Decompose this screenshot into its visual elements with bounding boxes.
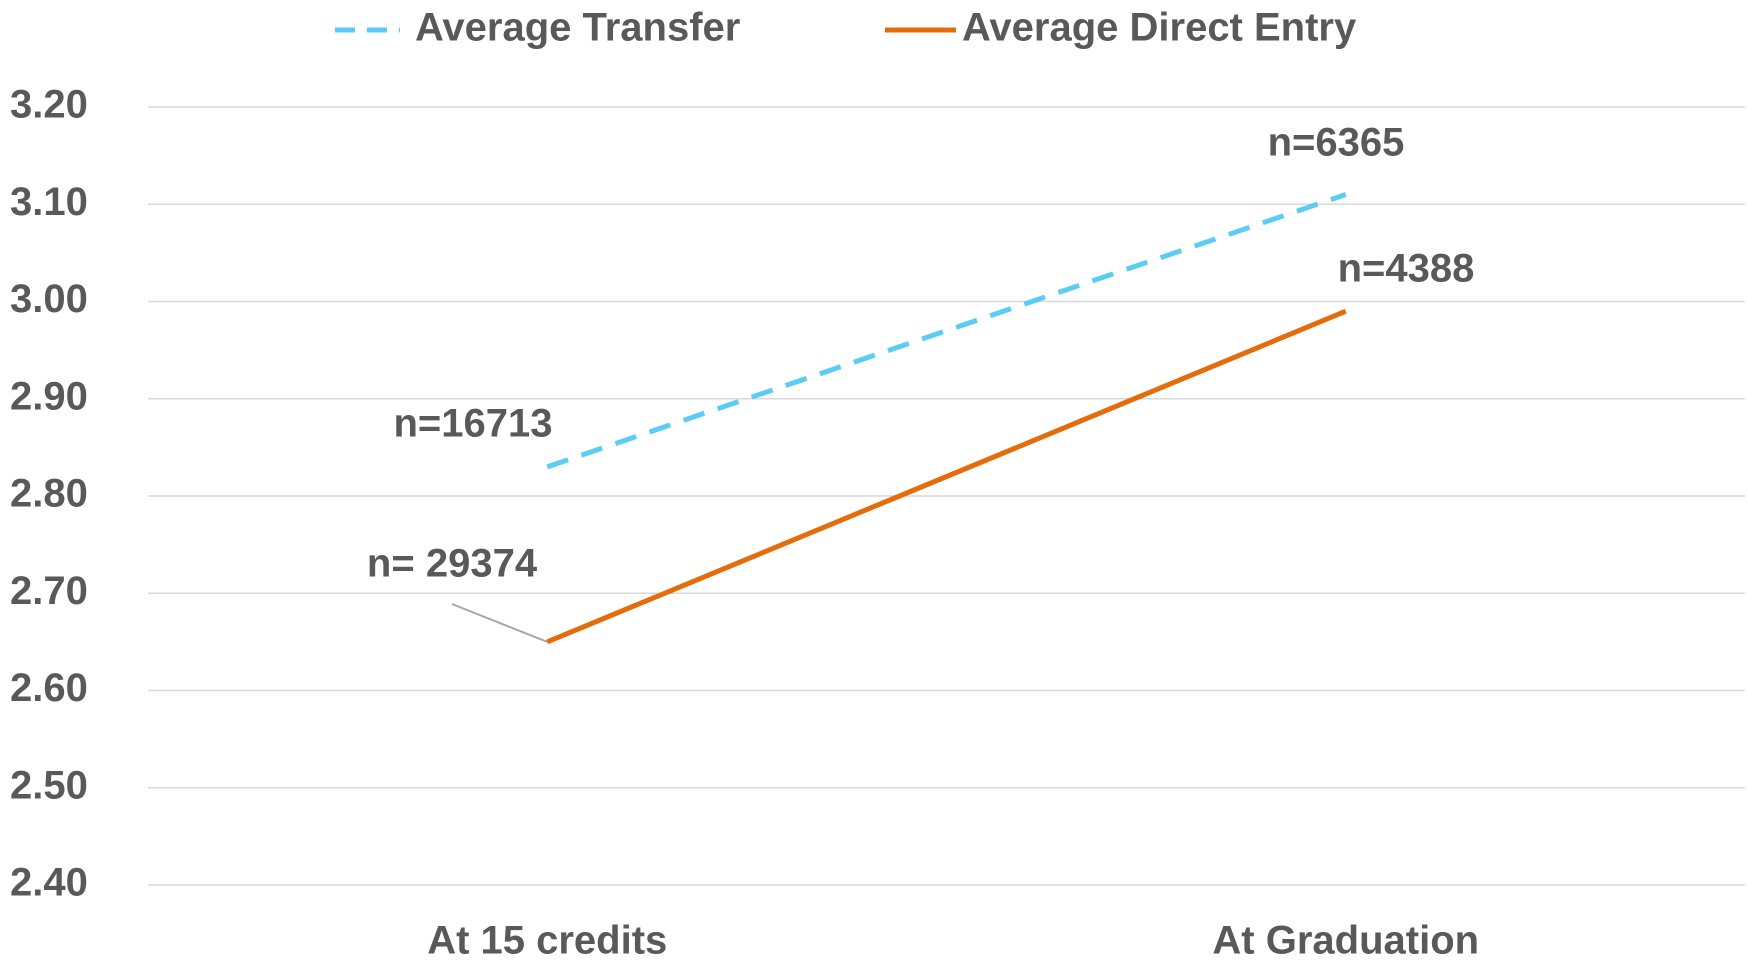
y-tick-label: 2.40 (10, 861, 88, 905)
x-tick-label: At Graduation (1212, 919, 1479, 963)
y-tick-label: 2.50 (10, 763, 88, 807)
series-line (546, 192, 1347, 470)
legend-label: Average Direct Entry (962, 6, 1357, 50)
y-tick-label: 2.90 (10, 374, 88, 418)
series-line (546, 308, 1347, 645)
annotation: n=4388 (1338, 247, 1475, 291)
legend-label: Average Transfer (415, 6, 740, 50)
y-tick-label: 3.20 (10, 83, 88, 127)
leader-line (451, 603, 548, 643)
y-tick-label: 2.70 (10, 569, 88, 613)
annotation: n= 29374 (367, 542, 538, 586)
y-tick-label: 2.60 (10, 666, 88, 710)
annotation: n=6365 (1268, 121, 1405, 165)
x-tick-label: At 15 credits (427, 919, 667, 963)
y-tick-label: 2.80 (10, 472, 88, 516)
y-tick-label: 3.10 (10, 180, 88, 224)
y-tick-label: 3.00 (10, 277, 88, 321)
annotation: n=16713 (393, 402, 552, 446)
